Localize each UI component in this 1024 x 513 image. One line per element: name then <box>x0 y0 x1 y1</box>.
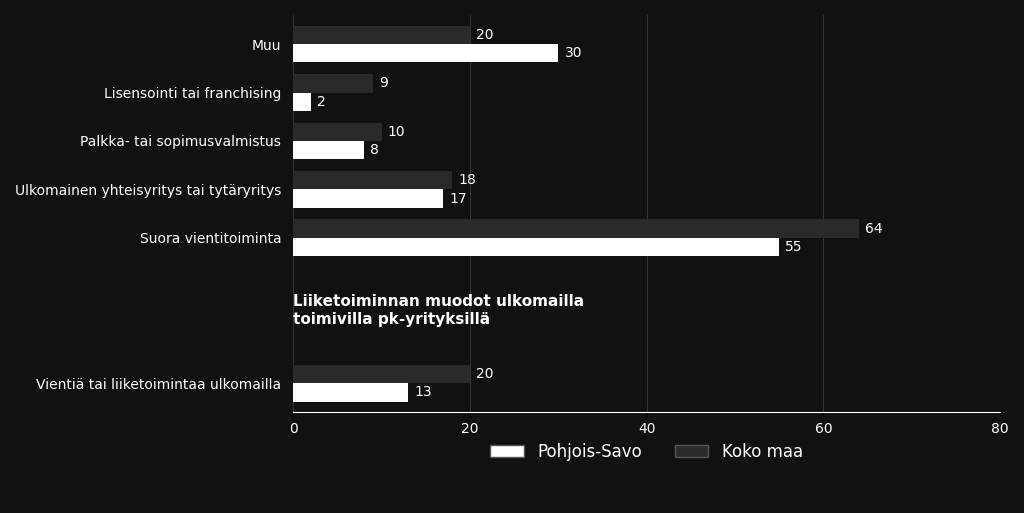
Text: 20: 20 <box>476 367 494 381</box>
Bar <box>293 123 382 141</box>
Bar <box>293 141 364 160</box>
Text: 9: 9 <box>379 76 388 90</box>
Text: 18: 18 <box>459 173 476 187</box>
Text: 55: 55 <box>785 240 803 254</box>
Bar <box>293 383 409 402</box>
Bar <box>293 365 470 383</box>
Text: 13: 13 <box>415 385 432 400</box>
Bar <box>293 26 470 44</box>
Text: 30: 30 <box>564 46 582 61</box>
Text: 20: 20 <box>476 28 494 42</box>
Bar <box>293 44 558 63</box>
Text: 17: 17 <box>450 192 467 206</box>
Bar <box>293 220 859 238</box>
Text: Liiketoiminnan muodot ulkomailla
toimivilla pk-yrityksillä: Liiketoiminnan muodot ulkomailla toimivi… <box>293 294 585 327</box>
Legend: Pohjois-Savo, Koko maa: Pohjois-Savo, Koko maa <box>483 436 810 467</box>
Text: 2: 2 <box>317 95 326 109</box>
Bar <box>293 92 311 111</box>
Text: 10: 10 <box>388 125 406 139</box>
Bar <box>293 171 453 189</box>
Bar <box>293 238 779 256</box>
Bar <box>293 74 373 92</box>
Text: 64: 64 <box>865 222 883 235</box>
Text: 8: 8 <box>370 143 379 157</box>
Bar <box>293 189 443 208</box>
